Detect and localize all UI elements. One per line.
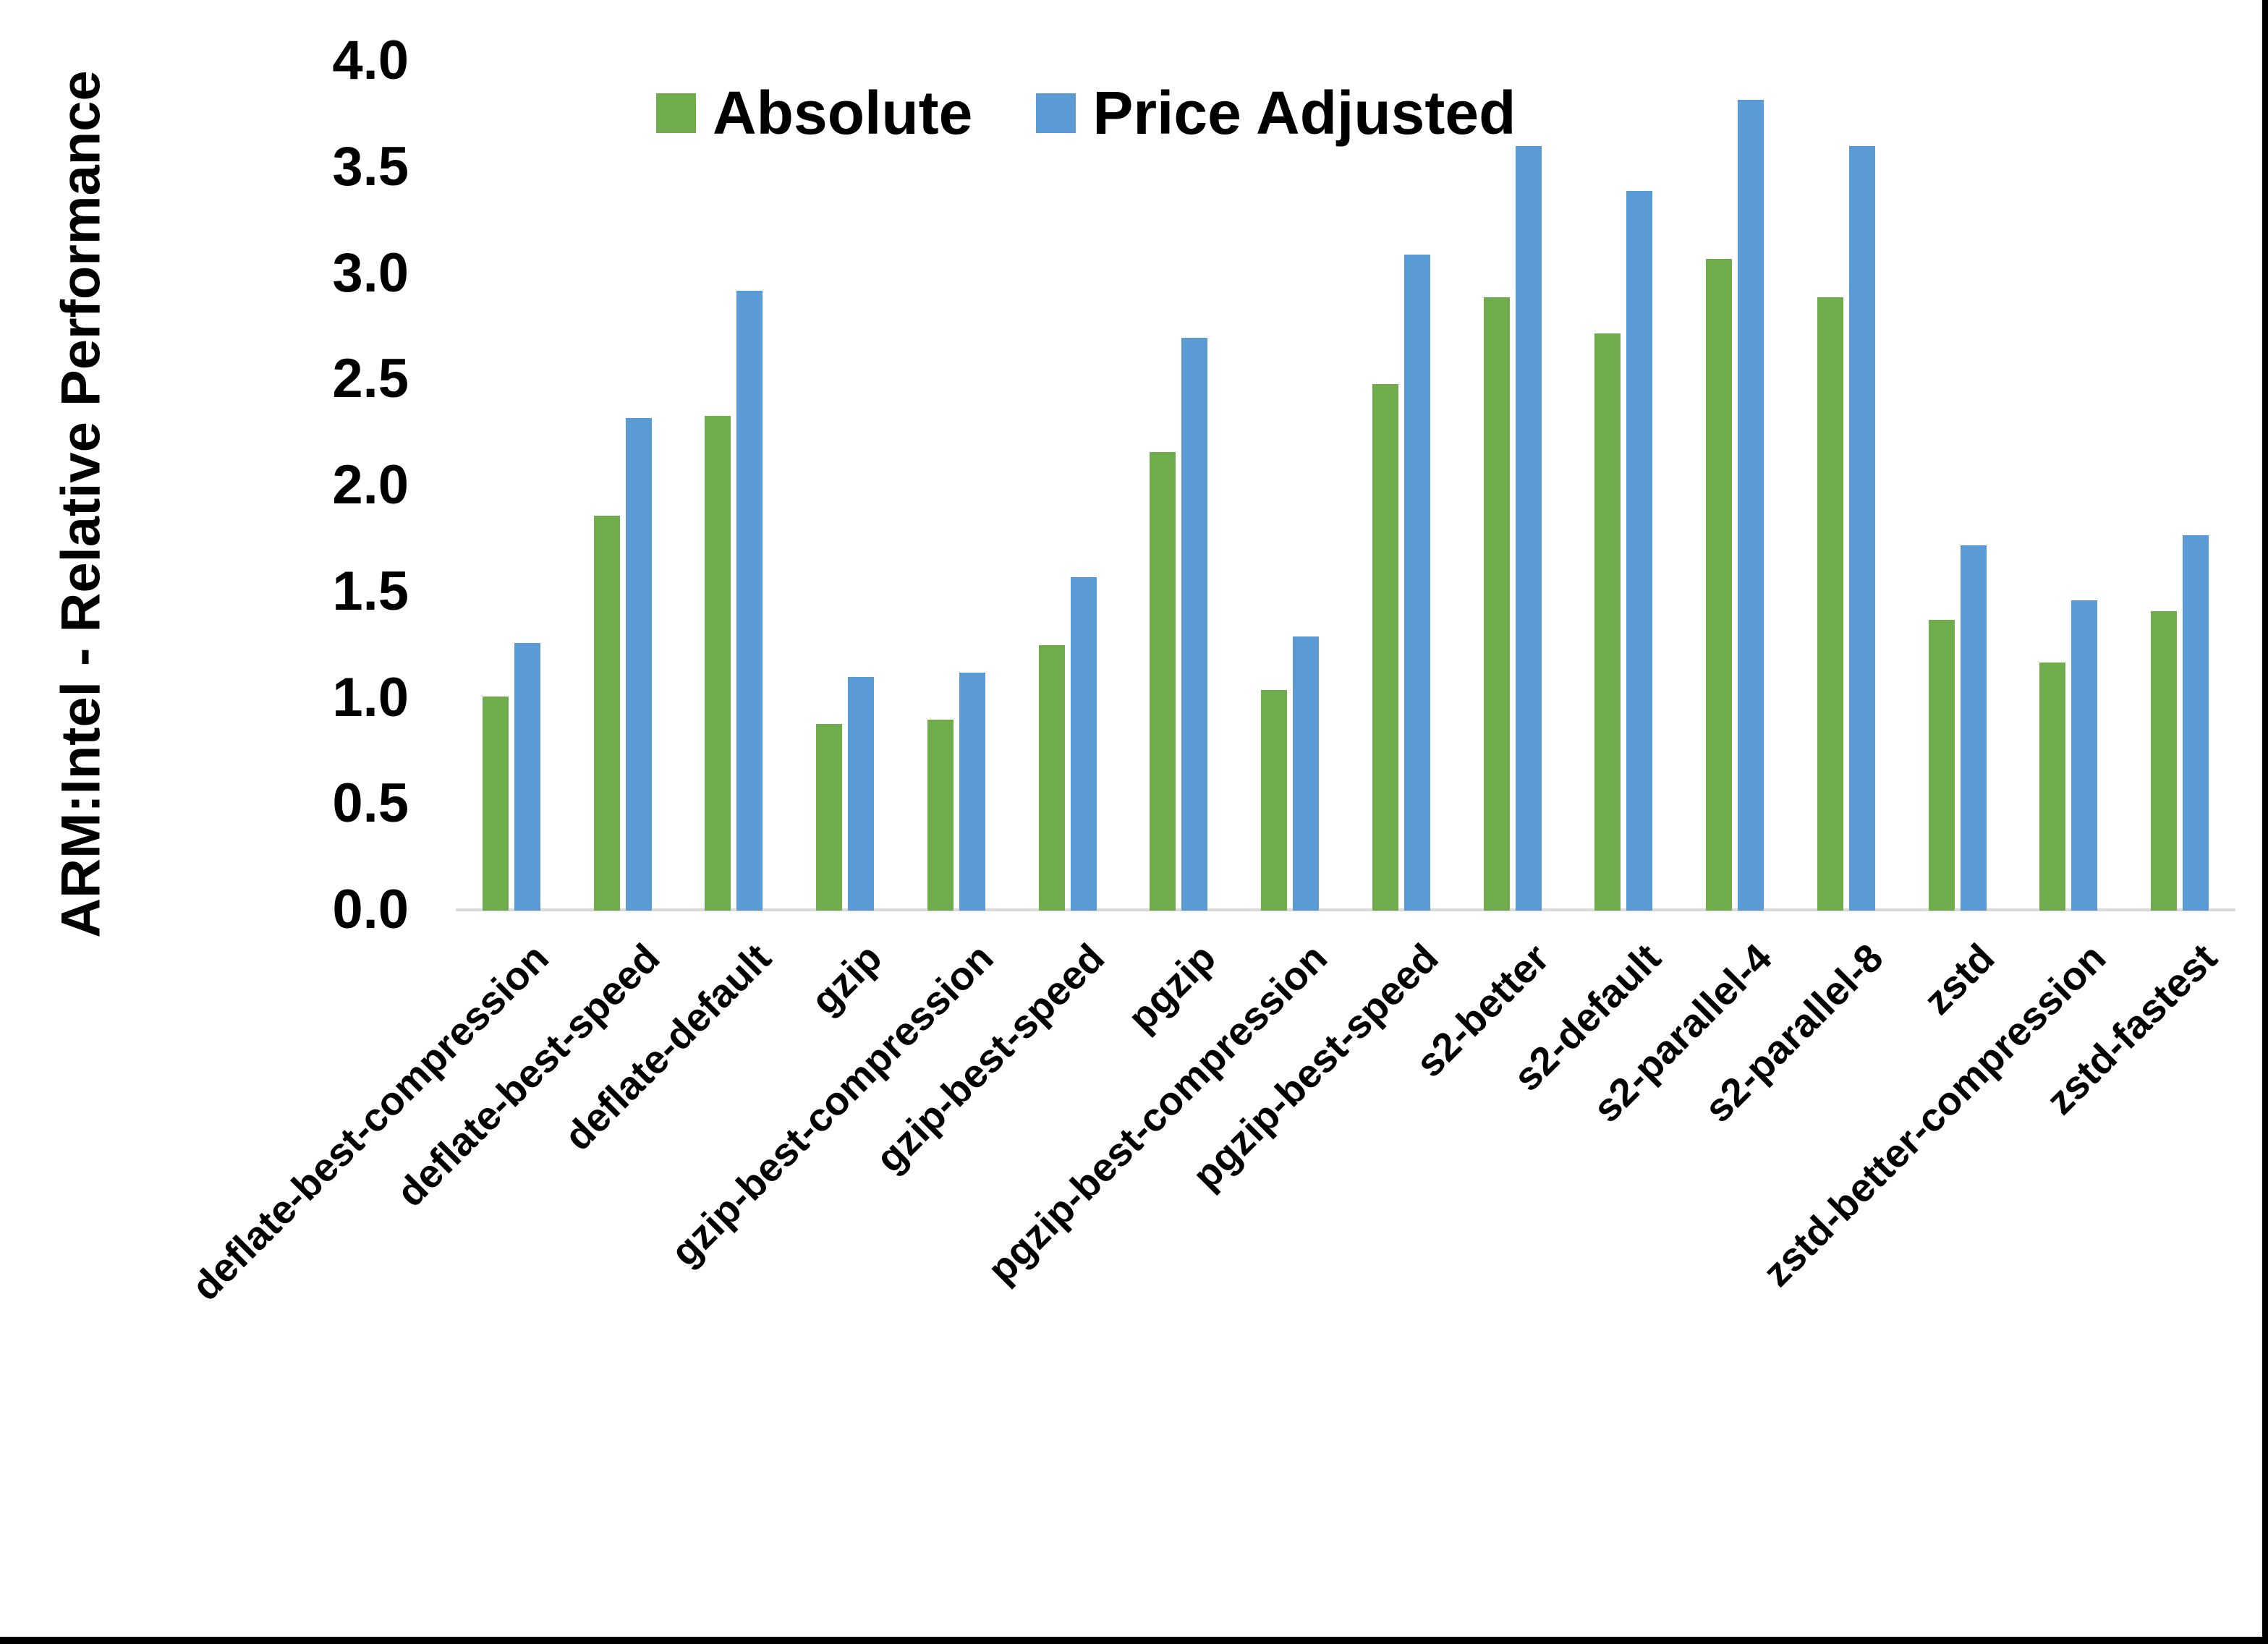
legend: Absolute Price Adjusted (656, 78, 1516, 148)
bar-price-adjusted-gzip-best-compression (959, 673, 985, 911)
bar-price-adjusted-s2-parallel-4 (1738, 100, 1764, 911)
x-axis-label-gzip: gzip (802, 934, 891, 1023)
bar-price-adjusted-pgzip-best-speed (1404, 255, 1430, 911)
bar-absolute-gzip-best-speed (1039, 645, 1065, 911)
y-axis-tick-2.5: 2.5 (332, 348, 409, 410)
y-axis-title: ARM:Intel - Relative Performance (50, 70, 112, 938)
bar-absolute-zstd-fastest (2151, 611, 2177, 911)
bar-absolute-s2-parallel-8 (1817, 297, 1843, 911)
bar-price-adjusted-gzip-best-speed (1071, 577, 1097, 911)
y-axis-tick-3.5: 3.5 (332, 135, 409, 197)
bar-price-adjusted-zstd-better-compression (2071, 600, 2097, 911)
page-border-bottom (0, 1637, 2268, 1644)
bar-absolute-gzip-best-compression (927, 720, 954, 911)
bar-absolute-zstd (1929, 620, 1955, 911)
y-axis-tick-2.0: 2.0 (332, 453, 409, 516)
bar-price-adjusted-zstd (1961, 545, 1987, 911)
x-axis-line (456, 908, 2235, 911)
bar-price-adjusted-zstd-fastest (2183, 535, 2209, 911)
legend-item-price-adjusted: Price Adjusted (1036, 78, 1516, 148)
bar-price-adjusted-s2-default (1626, 191, 1652, 911)
x-axis-label-zstd: zstd (1914, 934, 2003, 1023)
bar-absolute-deflate-best-speed (594, 516, 620, 911)
bar-price-adjusted-pgzip (1181, 338, 1207, 911)
legend-item-absolute: Absolute (656, 78, 972, 148)
x-axis-label-pgzip: pgzip (1118, 934, 1224, 1041)
bar-absolute-deflate-default (705, 416, 731, 911)
bar-absolute-s2-better (1484, 297, 1510, 911)
bar-absolute-deflate-best-compression (483, 697, 509, 911)
bar-price-adjusted-deflate-best-speed (626, 418, 652, 911)
y-axis-tick-0.0: 0.0 (332, 878, 409, 940)
bar-price-adjusted-s2-parallel-8 (1849, 146, 1875, 911)
legend-label-absolute: Absolute (713, 79, 973, 147)
bar-absolute-s2-default (1594, 333, 1621, 911)
legend-swatch-absolute (656, 93, 696, 133)
y-axis-tick-3.0: 3.0 (332, 242, 409, 304)
bar-absolute-zstd-better-compression (2039, 663, 2065, 911)
bar-absolute-s2-parallel-4 (1706, 259, 1732, 911)
bar-price-adjusted-s2-better (1516, 146, 1542, 911)
legend-label-price-adjusted: Price Adjusted (1092, 79, 1516, 147)
bar-price-adjusted-pgzip-best-compression (1293, 636, 1319, 911)
bar-absolute-pgzip-best-speed (1372, 384, 1398, 911)
y-axis-tick-1.0: 1.0 (332, 666, 409, 728)
bar-price-adjusted-deflate-default (736, 291, 763, 911)
bar-absolute-gzip (816, 724, 842, 911)
bar-price-adjusted-deflate-best-compression (514, 643, 540, 911)
y-axis-tick-4.0: 4.0 (332, 29, 409, 91)
legend-swatch-price-adjusted (1036, 93, 1076, 133)
bar-price-adjusted-gzip (848, 677, 874, 911)
y-axis-tick-1.5: 1.5 (332, 560, 409, 622)
bar-absolute-pgzip (1150, 452, 1176, 911)
y-axis-tick-0.5: 0.5 (332, 772, 409, 835)
bar-absolute-pgzip-best-compression (1261, 690, 1287, 911)
page-border-right (2262, 0, 2268, 1644)
